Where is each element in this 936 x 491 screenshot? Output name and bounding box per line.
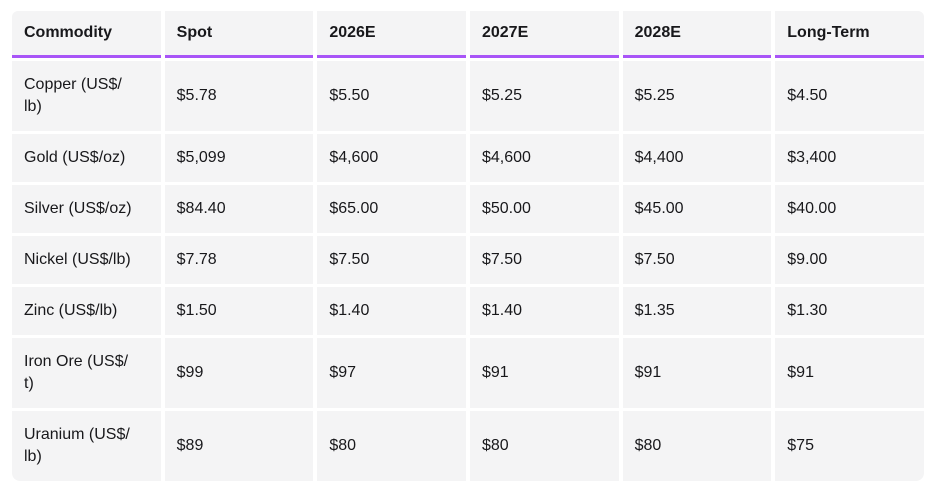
cell-2028e: $1.35 [622, 287, 772, 335]
commodity-label: Uranium (US$/ lb) [12, 411, 161, 481]
table-row-zinc: Zinc (US$/lb) $1.50 $1.40 $1.40 $1.35 $1… [12, 287, 924, 335]
cell-2027e: $7.50 [469, 236, 619, 284]
cell-spot: $99 [164, 338, 314, 408]
commodity-forecast-table: Commodity Spot 2026E 2027E 2028E Long-Te… [8, 8, 928, 484]
cell-long-term: $91 [775, 338, 924, 408]
cell-2027e: $1.40 [469, 287, 619, 335]
cell-2028e: $80 [622, 411, 772, 481]
cell-long-term: $3,400 [775, 134, 924, 182]
cell-2026e: $97 [317, 338, 466, 408]
cell-long-term: $9.00 [775, 236, 924, 284]
cell-spot: $84.40 [164, 185, 314, 233]
table-body: Copper (US$/ lb) $5.78 $5.50 $5.25 $5.25… [12, 61, 924, 481]
cell-2027e: $5.25 [469, 61, 619, 131]
cell-2026e: $7.50 [317, 236, 466, 284]
cell-long-term: $1.30 [775, 287, 924, 335]
cell-2027e: $50.00 [469, 185, 619, 233]
cell-2028e: $4,400 [622, 134, 772, 182]
commodity-label: Copper (US$/ lb) [12, 61, 161, 131]
cell-spot: $7.78 [164, 236, 314, 284]
cell-2028e: $7.50 [622, 236, 772, 284]
cell-2027e: $4,600 [469, 134, 619, 182]
table-header: Commodity Spot 2026E 2027E 2028E Long-Te… [12, 11, 924, 58]
cell-2026e: $4,600 [317, 134, 466, 182]
cell-long-term: $40.00 [775, 185, 924, 233]
table-row-iron-ore: Iron Ore (US$/ t) $99 $97 $91 $91 $91 [12, 338, 924, 408]
cell-2028e: $91 [622, 338, 772, 408]
cell-2026e: $80 [317, 411, 466, 481]
commodity-label: Zinc (US$/lb) [12, 287, 161, 335]
table-row-gold: Gold (US$/oz) $5,099 $4,600 $4,600 $4,40… [12, 134, 924, 182]
table-row-uranium: Uranium (US$/ lb) $89 $80 $80 $80 $75 [12, 411, 924, 481]
cell-spot: $5.78 [164, 61, 314, 131]
column-header-spot: Spot [164, 11, 314, 58]
table-row-silver: Silver (US$/oz) $84.40 $65.00 $50.00 $45… [12, 185, 924, 233]
table-row-copper: Copper (US$/ lb) $5.78 $5.50 $5.25 $5.25… [12, 61, 924, 131]
commodity-label: Iron Ore (US$/ t) [12, 338, 161, 408]
cell-spot: $5,099 [164, 134, 314, 182]
cell-2028e: $45.00 [622, 185, 772, 233]
cell-2026e: $65.00 [317, 185, 466, 233]
column-header-long-term: Long-Term [775, 11, 924, 58]
header-row: Commodity Spot 2026E 2027E 2028E Long-Te… [12, 11, 924, 58]
commodity-label: Silver (US$/oz) [12, 185, 161, 233]
cell-2027e: $80 [469, 411, 619, 481]
column-header-commodity: Commodity [12, 11, 161, 58]
column-header-2027e: 2027E [469, 11, 619, 58]
column-header-2028e: 2028E [622, 11, 772, 58]
table-row-nickel: Nickel (US$/lb) $7.78 $7.50 $7.50 $7.50 … [12, 236, 924, 284]
cell-spot: $1.50 [164, 287, 314, 335]
cell-long-term: $4.50 [775, 61, 924, 131]
cell-spot: $89 [164, 411, 314, 481]
cell-2026e: $1.40 [317, 287, 466, 335]
cell-2028e: $5.25 [622, 61, 772, 131]
commodity-label: Nickel (US$/lb) [12, 236, 161, 284]
column-header-2026e: 2026E [317, 11, 466, 58]
cell-long-term: $75 [775, 411, 924, 481]
cell-2027e: $91 [469, 338, 619, 408]
commodity-label: Gold (US$/oz) [12, 134, 161, 182]
cell-2026e: $5.50 [317, 61, 466, 131]
